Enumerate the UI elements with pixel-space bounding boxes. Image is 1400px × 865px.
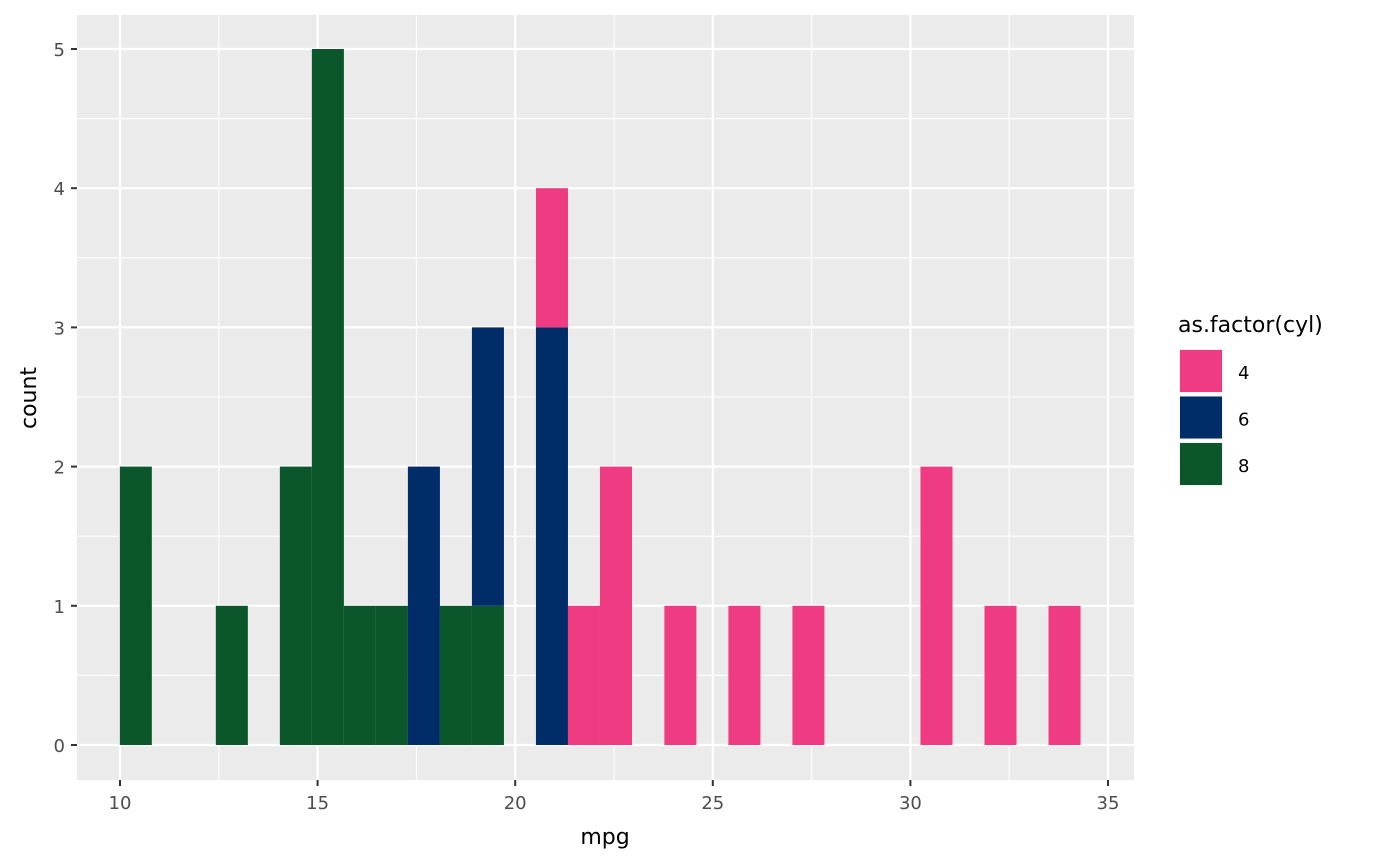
bar-cyl-4 [567, 605, 600, 745]
bar-cyl-8 [439, 605, 472, 745]
bar-cyl-8 [343, 605, 376, 745]
bar-cyl-8 [311, 49, 344, 745]
bar-cyl-4 [1048, 605, 1081, 745]
legend-swatch-8 [1180, 443, 1222, 485]
legend: as.factor(cyl) 4 6 8 [1178, 313, 1323, 486]
legend-label-8: 8 [1238, 456, 1249, 477]
bars [119, 49, 1081, 745]
x-axis-label: mpg [580, 825, 629, 850]
x-axis-ticks: 10 15 20 25 30 35 [109, 780, 1120, 814]
bar-cyl-6 [535, 327, 568, 745]
bar-cyl-4 [664, 605, 697, 745]
y-axis-ticks: 0 1 2 3 4 5 [54, 40, 77, 757]
x-tick-label: 15 [306, 793, 329, 814]
legend-title: as.factor(cyl) [1178, 313, 1323, 338]
legend-label-6: 6 [1238, 410, 1249, 431]
y-tick-label: 2 [54, 458, 65, 479]
bar-cyl-8 [375, 605, 408, 745]
legend-swatch-6 [1180, 396, 1222, 439]
legend-label-4: 4 [1238, 363, 1249, 384]
bar-cyl-8 [119, 466, 152, 745]
x-tick-label: 35 [1097, 793, 1120, 814]
x-tick-label: 10 [109, 793, 132, 814]
y-axis-label: count [17, 367, 42, 429]
bar-cyl-8 [215, 605, 248, 745]
bar-cyl-4 [984, 605, 1017, 745]
bar-cyl-4 [792, 605, 825, 745]
bar-cyl-4 [535, 188, 568, 328]
bar-cyl-6 [471, 327, 504, 606]
bar-cyl-4 [728, 605, 761, 745]
bar-cyl-6 [407, 466, 440, 745]
y-tick-label: 5 [54, 40, 65, 61]
x-tick-label: 25 [701, 793, 724, 814]
legend-swatch-4 [1180, 350, 1222, 392]
y-tick-label: 3 [54, 318, 65, 339]
bar-cyl-4 [920, 466, 953, 745]
x-tick-label: 20 [504, 793, 527, 814]
y-tick-label: 0 [54, 736, 65, 757]
bar-cyl-8 [279, 466, 312, 745]
y-tick-label: 4 [54, 179, 65, 200]
bar-cyl-8 [471, 605, 504, 745]
x-tick-label: 30 [899, 793, 922, 814]
bar-cyl-4 [599, 466, 632, 745]
y-tick-label: 1 [54, 597, 65, 618]
